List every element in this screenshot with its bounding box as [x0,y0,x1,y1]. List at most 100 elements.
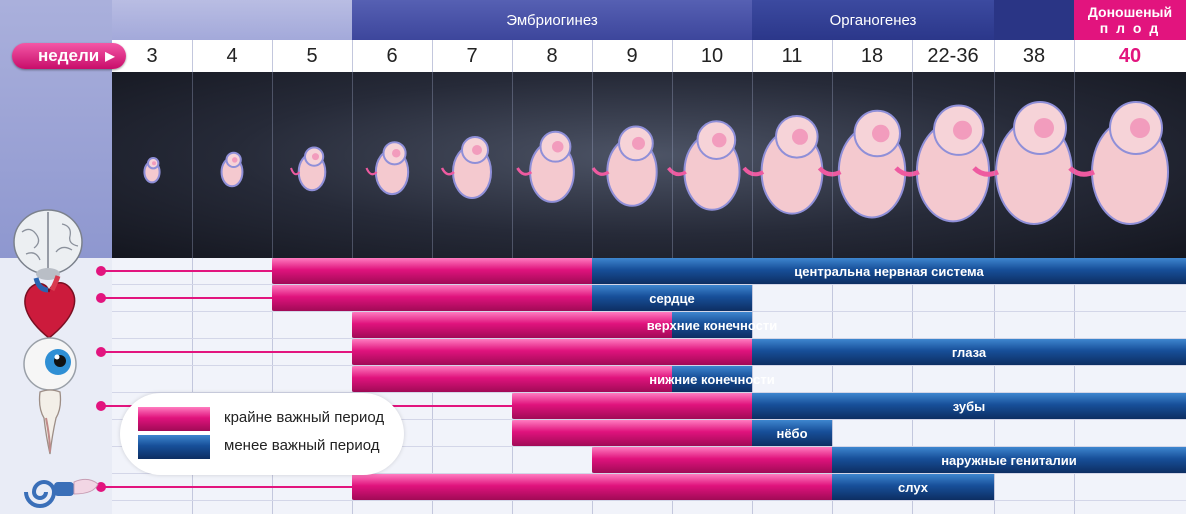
connector-line [104,297,272,299]
embryo-figure [667,120,741,211]
legend-less-swatch [138,435,210,459]
week-label: 22-36 [927,44,979,67]
bar-label: зубы [952,398,986,414]
bar-label: слух [898,479,928,495]
period-bar: нижние конечности [352,366,775,392]
embryo-figure [143,157,161,184]
week-divider [592,40,593,72]
week-label: 5 [306,44,318,67]
eye-icon [23,337,77,391]
connector-line [104,351,352,353]
embryo-figure [290,146,327,192]
grid-column-line [912,258,913,514]
grid-row-line [112,446,1186,447]
week-label: 3 [146,44,158,67]
connector-line [104,486,352,488]
embryo-figure [440,136,492,199]
week-divider [912,40,913,72]
bar-label: сердце [649,290,695,306]
critical-period-segment [352,474,832,500]
embryo-figure [591,125,658,207]
week-divider [752,40,753,72]
embryo-figure [972,101,1073,225]
week-divider [994,40,995,72]
critical-period-segment [352,339,752,365]
period-bar: центральна нервная система [272,258,1186,284]
connector-dot [96,401,106,411]
strip-divider [994,72,995,258]
period-bar: верхние конечности [352,312,778,338]
grid-row-line [112,284,1186,285]
bar-label: наружные гениталии [941,452,1077,468]
strip-divider [672,72,673,258]
less-critical-period-segment [832,447,1186,473]
strip-divider [1074,72,1075,258]
embryo-image-strip [112,72,1186,258]
week-divider [1074,40,1075,72]
phase-full-term: Доношеный п л о д [1074,0,1186,40]
bar-label: нижние конечности [649,371,775,387]
bar-label: центральна нервная система [794,263,984,279]
week-label: 40 [1118,44,1142,67]
week-divider [832,40,833,72]
week-divider [192,40,193,72]
critical-period-segment [272,258,592,284]
strip-divider [912,72,913,258]
grid-row-line [112,311,1186,312]
critical-period-segment [512,393,752,419]
connector-dot [96,293,106,303]
week-label: 18 [860,44,884,67]
week-divider [432,40,433,72]
heart-icon [24,275,76,339]
critical-period-segment [352,366,672,392]
grid-column-line [192,258,193,514]
week-divider [672,40,673,72]
less-critical-period-segment [672,366,752,392]
connector-dot [96,482,106,492]
grid-column-line [752,258,753,514]
grid-row-line [112,392,1186,393]
less-critical-period-segment [752,420,832,446]
strip-divider [832,72,833,258]
arrow-right-icon: ▶ [105,49,115,63]
less-critical-period-segment [752,339,1186,365]
weeks-row: 3 4 5 6 7 8 9 10 11 18 22-36 38 40 [112,40,1186,73]
week-label: 6 [386,44,398,67]
strip-divider [752,72,753,258]
strip-divider [352,72,353,258]
phase-header-empty [112,0,352,40]
legend-critical-swatch [138,407,210,431]
week-label: 7 [466,44,478,67]
week-label: 11 [781,44,803,67]
embryo-illustrations [143,101,1169,225]
embryo-figure [1068,101,1169,225]
grid-row-line [112,365,1186,366]
week-label: 10 [700,44,724,67]
bar-label: верхние конечности [646,317,778,333]
week-label: 38 [1022,44,1046,67]
grid-row-line [112,419,1186,420]
period-bar: слух [352,474,994,500]
bar-label: глаза [951,344,987,360]
grid-column-line [1074,258,1075,514]
embryo-figure [516,130,575,203]
grid-row-line [112,500,1186,501]
critical-period-segment [352,312,672,338]
critical-period-segment [592,447,832,473]
grid-row-line [112,473,1186,474]
brain-icon [13,209,83,280]
week-divider [272,40,273,72]
less-critical-period-segment [592,285,752,311]
less-critical-period-segment [752,393,1186,419]
strip-divider [272,72,273,258]
connector-dot [96,347,106,357]
period-bar: наружные гениталии [592,447,1186,473]
connector-line [104,270,272,272]
week-label: 4 [226,44,238,67]
embryo-figure [742,115,824,215]
week-divider [512,40,513,72]
strip-divider [512,72,513,258]
critical-period-segment [512,420,752,446]
phase-organogenesis: Органогенез [752,0,994,40]
